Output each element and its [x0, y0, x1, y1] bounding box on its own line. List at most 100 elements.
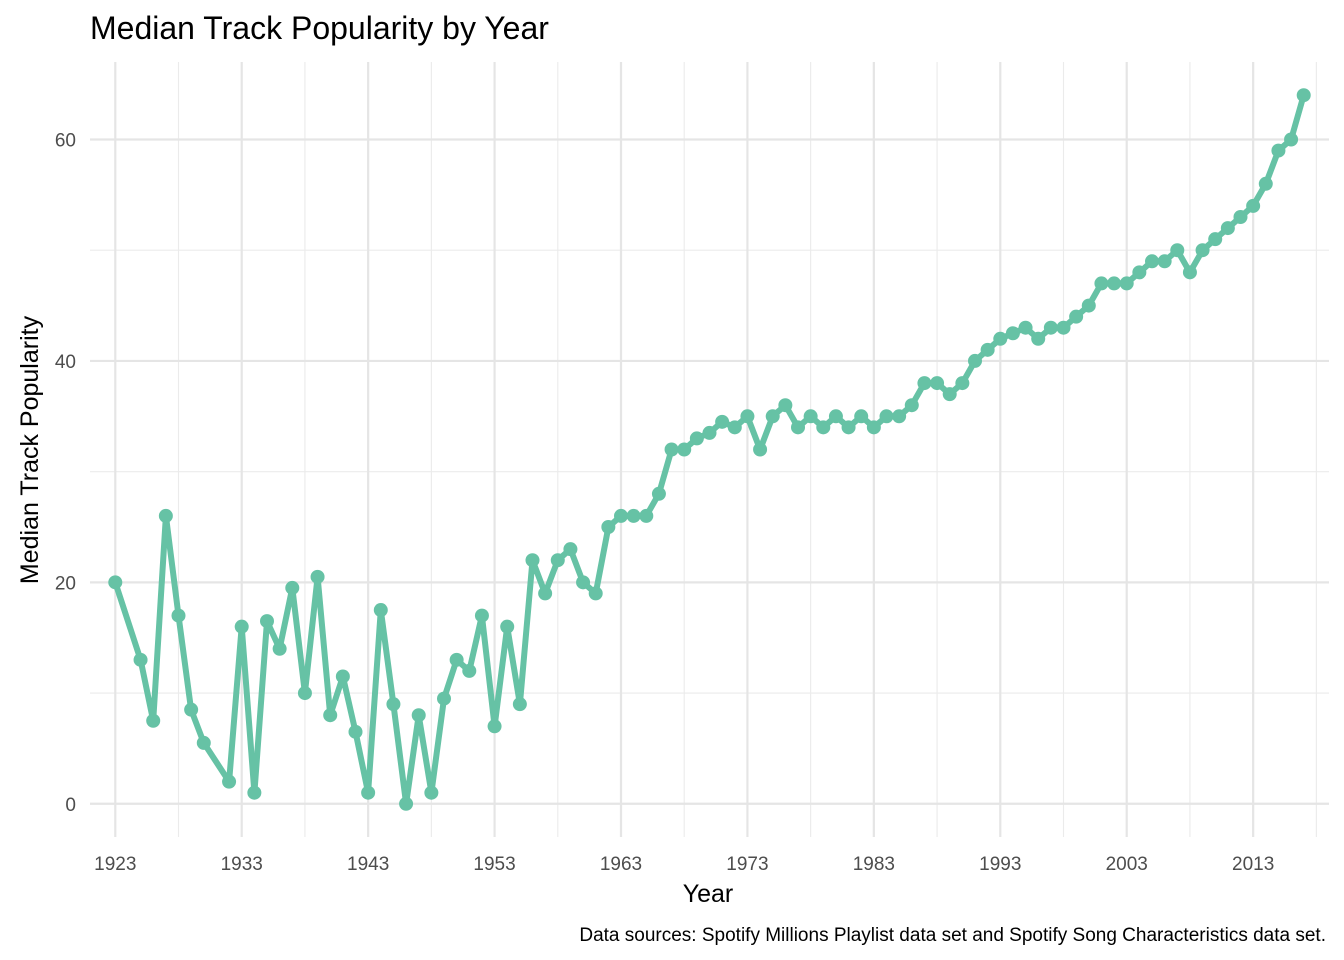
data-point: [1284, 132, 1299, 147]
data-point: [651, 486, 666, 501]
data-point: [133, 652, 148, 667]
data-point: [196, 735, 211, 750]
data-point: [411, 708, 426, 723]
data-point: [727, 420, 742, 435]
y-axis-title: Median Track Popularity: [16, 315, 44, 584]
data-point: [563, 542, 578, 557]
data-point: [222, 774, 237, 789]
data-point: [487, 719, 502, 734]
x-tick-label: 1973: [726, 854, 768, 875]
data-point: [1233, 210, 1248, 224]
data-point: [1031, 331, 1046, 346]
data-point: [740, 409, 755, 424]
x-tick-label: 2003: [1106, 854, 1148, 875]
data-point: [614, 508, 628, 523]
data-point: [449, 652, 464, 667]
data-point: [892, 409, 907, 424]
grid-layer: [90, 62, 1329, 837]
data-point: [930, 376, 945, 391]
data-point: [601, 520, 616, 534]
data-point: [247, 785, 262, 800]
data-point: [1132, 265, 1147, 280]
y-tick-label: 20: [55, 573, 76, 594]
data-point: [260, 614, 274, 629]
x-tick-label: 1953: [473, 854, 515, 875]
data-point: [942, 387, 957, 402]
data-point: [525, 553, 540, 568]
data-point: [715, 414, 730, 429]
data-point: [702, 425, 717, 440]
data-point: [917, 376, 932, 391]
data-point: [1056, 320, 1071, 335]
data-point: [904, 398, 919, 413]
data-point: [1170, 243, 1185, 258]
data-point: [778, 398, 793, 413]
y-tick-label: 40: [55, 352, 76, 373]
x-axis-title: Year: [683, 880, 734, 908]
chart-caption: Data sources: Spotify Millions Playlist …: [579, 925, 1326, 946]
data-point: [866, 420, 881, 435]
x-tick-label: 1983: [853, 854, 895, 875]
data-point: [184, 702, 199, 717]
data-point: [1246, 198, 1261, 213]
data-point: [753, 442, 768, 457]
data-point: [386, 697, 401, 712]
x-tick-label: 1923: [94, 854, 136, 875]
data-point: [1195, 243, 1210, 258]
data-point: [1258, 176, 1273, 191]
data-point: [285, 580, 300, 595]
data-point: [348, 724, 363, 739]
data-point: [689, 431, 704, 446]
y-tick-label: 0: [65, 795, 76, 816]
data-point: [550, 553, 565, 568]
series-line: [112, 92, 1307, 807]
data-point: [626, 508, 641, 523]
data-point: [297, 686, 312, 701]
series-line-layer: [112, 92, 1307, 807]
data-point: [576, 575, 591, 590]
data-point: [1119, 276, 1134, 291]
series-points-layer: [108, 88, 1311, 811]
data-point: [335, 669, 350, 684]
data-point: [677, 442, 692, 457]
data-point: [171, 608, 186, 623]
data-point: [791, 420, 805, 435]
x-tick-label: 1933: [221, 854, 263, 875]
data-point: [512, 697, 527, 712]
data-point: [1107, 276, 1122, 291]
data-point: [272, 641, 287, 656]
data-point: [1220, 221, 1235, 236]
data-point: [373, 603, 388, 618]
x-tick-label: 1943: [347, 854, 389, 875]
chart-title: Median Track Popularity by Year: [90, 10, 549, 46]
data-point: [1081, 298, 1096, 313]
x-tick-label: 1963: [600, 854, 642, 875]
data-point: [1018, 320, 1033, 335]
data-point: [310, 569, 325, 584]
data-point: [462, 663, 477, 678]
x-tick-label: 2013: [1232, 854, 1274, 875]
data-point: [1296, 88, 1311, 103]
y-tick-label: 60: [55, 131, 76, 152]
data-point: [437, 691, 451, 706]
data-point: [1043, 320, 1058, 335]
data-point: [1145, 254, 1159, 269]
data-point: [993, 331, 1008, 346]
data-point: [108, 575, 123, 590]
data-point: [765, 409, 780, 424]
data-point: [399, 796, 414, 811]
data-point: [803, 409, 818, 424]
data-point: [1208, 232, 1223, 247]
data-point: [1069, 309, 1084, 324]
data-point: [474, 608, 489, 623]
data-point: [1094, 276, 1109, 291]
data-point: [424, 785, 439, 800]
data-point: [816, 420, 831, 435]
data-point: [968, 353, 982, 368]
data-point: [664, 442, 679, 457]
data-point: [1182, 265, 1197, 280]
data-point: [828, 409, 843, 424]
data-point: [361, 785, 376, 800]
